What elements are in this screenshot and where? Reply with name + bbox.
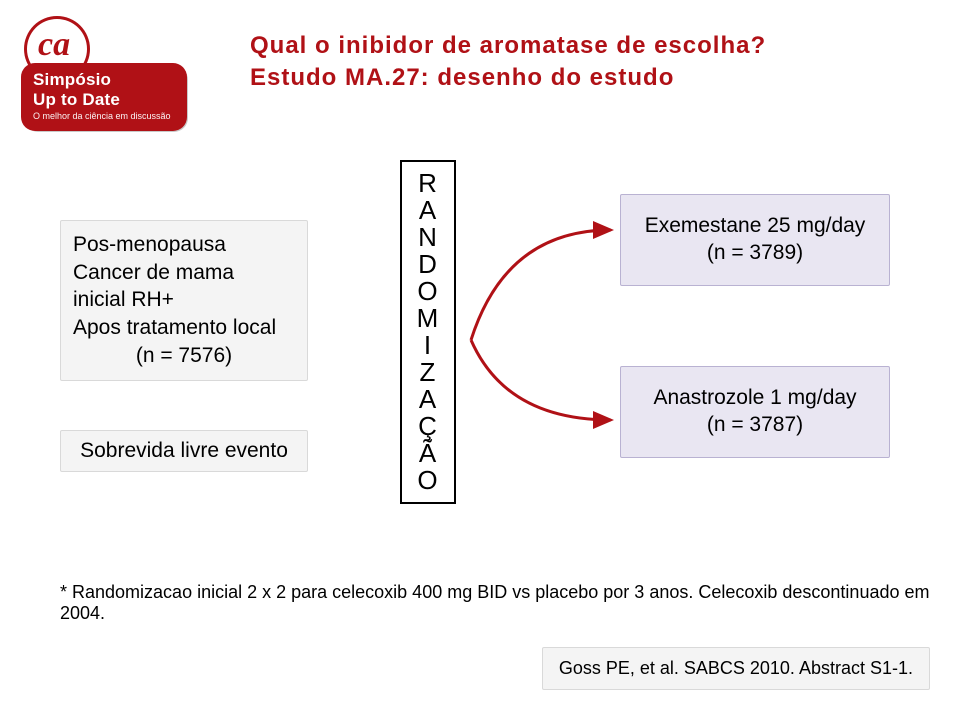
rand-letter: I (402, 332, 454, 359)
population-line: Cancer de mama (73, 259, 295, 287)
rand-letter: Z (402, 359, 454, 386)
badge-main: Simpósio Up to Date O melhor da ciência … (21, 63, 187, 131)
arm-exemestane-box: Exemestane 25 mg/day (n = 3789) (620, 194, 890, 286)
population-line: Apos tratamento local (73, 314, 295, 342)
rand-letter: Ã (402, 440, 454, 467)
rand-letter: A (402, 197, 454, 224)
endpoint-box: Sobrevida livre evento (60, 430, 308, 472)
badge-line2: Up to Date (33, 90, 177, 110)
randomization-box: RANDOMIZAÇÃO (400, 160, 456, 504)
arm-line: Exemestane 25 mg/day (631, 213, 879, 240)
arm-line: (n = 3787) (631, 412, 879, 439)
arm-anastrozole-box: Anastrozole 1 mg/day (n = 3787) (620, 366, 890, 458)
rand-letter: D (402, 251, 454, 278)
rand-letter: N (402, 224, 454, 251)
population-line: inicial RH+ (73, 286, 295, 314)
badge-subtitle: O melhor da ciência em discussão (33, 111, 177, 121)
badge-line1: Simpósio (33, 70, 177, 90)
rand-letter: A (402, 386, 454, 413)
randomization-arrow-icon (456, 240, 626, 440)
citation-box: Goss PE, et al. SABCS 2010. Abstract S1-… (542, 647, 930, 690)
rand-letter: O (402, 467, 454, 494)
population-box: Pos-menopausa Cancer de mama inicial RH+… (60, 220, 308, 381)
ca-text: ca (38, 26, 70, 64)
study-design-diagram: Pos-menopausa Cancer de mama inicial RH+… (0, 180, 960, 560)
rand-letter: R (402, 170, 454, 197)
population-line: (n = 7576) (73, 342, 295, 370)
rand-letter: Ç (402, 413, 454, 440)
rand-letter: M (402, 305, 454, 332)
population-line: Pos-menopausa (73, 231, 295, 259)
logo-block: ca Simpósio Up to Date O melhor da ciênc… (24, 16, 90, 87)
arm-line: Anastrozole 1 mg/day (631, 385, 879, 412)
footnote: * Randomizacao inicial 2 x 2 para celeco… (60, 582, 960, 624)
rand-letter: O (402, 278, 454, 305)
title-line2: Estudo MA.27: desenho do estudo (250, 64, 900, 92)
arm-line: (n = 3789) (631, 240, 879, 267)
title-line1: Qual o inibidor de aromatase de escolha? (250, 32, 900, 60)
slide-title: Qual o inibidor de aromatase de escolha?… (250, 32, 900, 92)
